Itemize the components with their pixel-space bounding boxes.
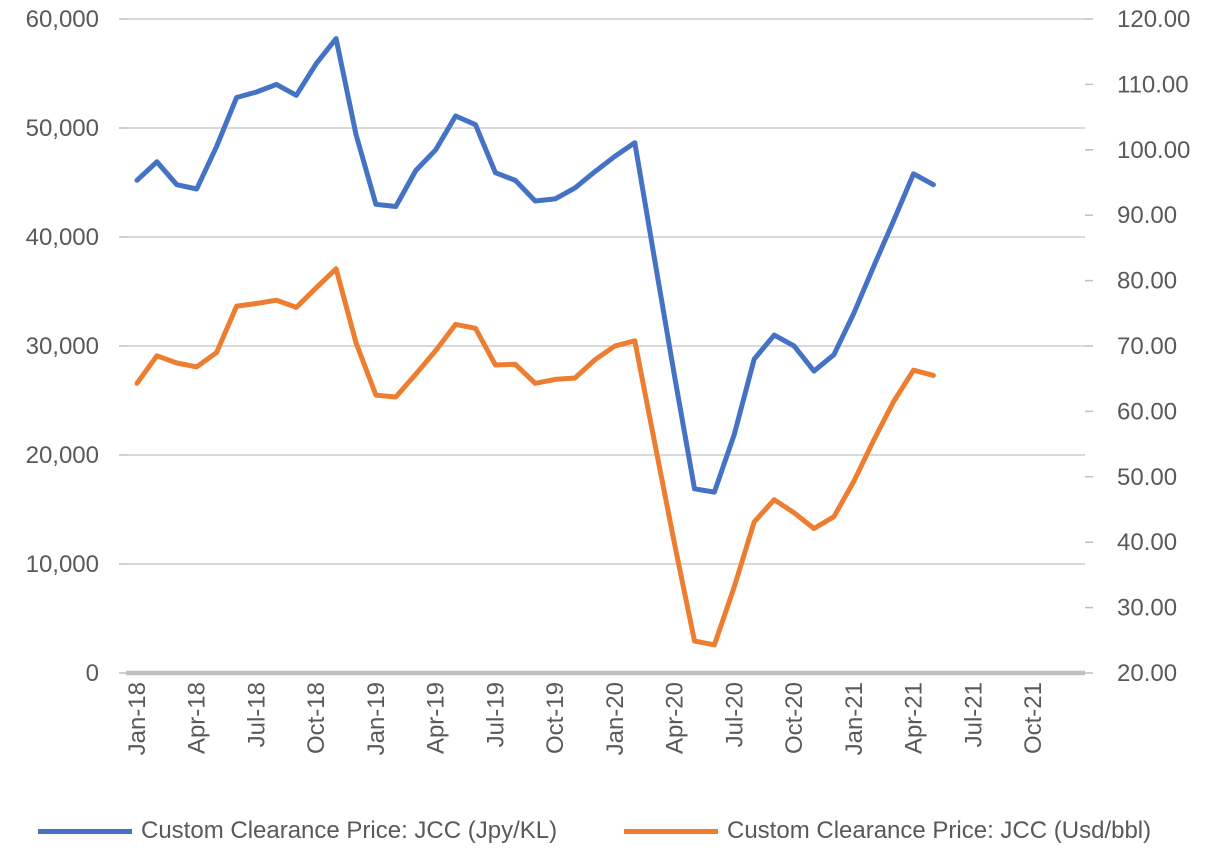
right-axis-tick-label: 60.00 <box>1117 398 1177 425</box>
x-axis-tick-label: Oct-18 <box>303 682 330 754</box>
legend: Custom Clearance Price: JCC (Jpy/KL) Cus… <box>0 810 1210 852</box>
legend-swatch-jpy-line <box>38 828 132 834</box>
left-axis-tick-label: 60,000 <box>26 6 99 33</box>
right-axis-tick-label: 100.00 <box>1117 137 1190 164</box>
legend-item-usd: Custom Clearance Price: JCC (Usd/bbl) <box>624 810 1151 852</box>
legend-label-usd: Custom Clearance Price: JCC (Usd/bbl) <box>727 817 1152 844</box>
right-axis-tick-label: 80.00 <box>1117 268 1177 295</box>
right-axis-tick-label: 90.00 <box>1117 202 1177 229</box>
x-axis-tick-label: Oct-20 <box>781 682 808 754</box>
right-axis-tick-label: 70.00 <box>1117 333 1177 360</box>
legend-item-jpy: Custom Clearance Price: JCC (Jpy/KL) <box>38 810 557 852</box>
left-axis-tick-label: 20,000 <box>26 442 99 469</box>
x-axis-tick-label: Jan-20 <box>602 682 629 755</box>
series-line-jpy-kl <box>134 36 936 495</box>
x-axis-tick-label: Oct-21 <box>1020 682 1047 754</box>
legend-label-jpy: Custom Clearance Price: JCC (Jpy/KL) <box>141 817 558 844</box>
x-axis-tick-label: Apr-18 <box>184 682 211 754</box>
x-axis-tick-label: Jan-18 <box>124 682 151 755</box>
right-axis-tick-label: 40.00 <box>1117 529 1177 556</box>
x-axis-tick-label: Jul-20 <box>721 682 748 747</box>
right-axis-tick-label: 50.00 <box>1117 464 1177 491</box>
x-axis-tick-label: Apr-21 <box>901 682 928 754</box>
x-axis-tick-label: Jan-19 <box>363 682 390 755</box>
x-axis-tick-label: Jan-21 <box>841 682 868 755</box>
left-axis-tick-label: 50,000 <box>26 115 99 142</box>
line-chart: 0 10,000 20,000 30,000 40,000 50,000 60,000 20.… <box>26 6 1191 755</box>
right-axis-tick-label: 30.00 <box>1117 595 1177 622</box>
right-axis-tick-label: 20.00 <box>1117 660 1177 687</box>
left-axis-tick-label: 30,000 <box>26 333 99 360</box>
x-axis-tick-label: Jul-21 <box>960 682 987 747</box>
left-axis-tick-label: 0 <box>86 660 99 687</box>
x-axis-tick-label: Jul-18 <box>243 682 270 747</box>
right-axis-tick-label: 120.00 <box>1117 6 1190 33</box>
x-axis-tick-label: Apr-20 <box>662 682 689 754</box>
right-axis-tick-label: 110.00 <box>1117 71 1189 98</box>
x-axis-tick-label: Jul-19 <box>482 682 509 747</box>
series-line-usd-bbl <box>134 266 936 648</box>
x-axis-tick-label: Oct-19 <box>542 682 569 754</box>
legend-swatch-usd-line <box>624 828 718 834</box>
left-axis-tick-label: 10,000 <box>26 551 99 578</box>
x-axis-tick-label: Apr-19 <box>423 682 450 754</box>
left-axis-tick-label: 40,000 <box>26 224 99 251</box>
